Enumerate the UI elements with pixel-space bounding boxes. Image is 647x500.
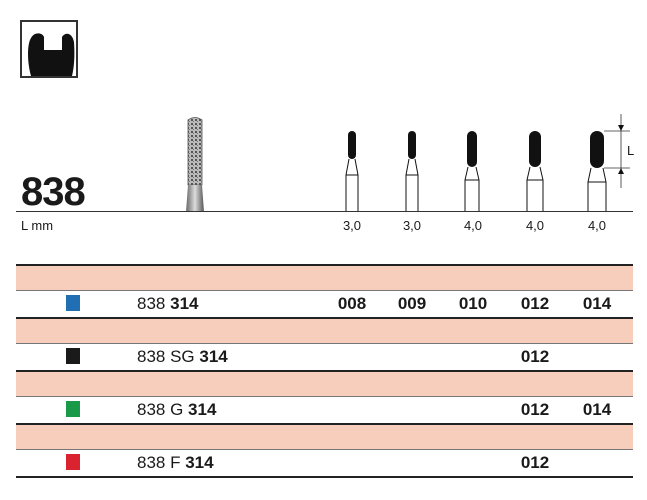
color-code-swatch bbox=[66, 454, 80, 470]
length-value: 4,0 bbox=[463, 218, 483, 233]
row-divider bbox=[16, 317, 633, 319]
bur-drawing-1 bbox=[345, 131, 359, 211]
row-divider bbox=[16, 476, 633, 478]
size-code: 012 bbox=[520, 294, 550, 313]
row-divider bbox=[16, 423, 633, 425]
color-code-swatch bbox=[66, 295, 80, 311]
length-value: 3,0 bbox=[402, 218, 422, 233]
baseline-divider bbox=[16, 211, 633, 212]
row-divider bbox=[16, 370, 633, 372]
size-code: 012 bbox=[520, 347, 550, 366]
bur-drawing-3 bbox=[464, 131, 480, 211]
row-divider bbox=[16, 449, 633, 450]
product-code: 838 SG 314 bbox=[137, 347, 228, 366]
table-row: 838 F 314 012 bbox=[16, 450, 633, 476]
size-code: 009 bbox=[397, 294, 427, 313]
length-value: 4,0 bbox=[525, 218, 545, 233]
bur-drawing-2 bbox=[405, 131, 419, 211]
length-value: 4,0 bbox=[587, 218, 607, 233]
bur-photo bbox=[183, 115, 207, 217]
row-divider bbox=[16, 264, 633, 266]
row-divider bbox=[16, 396, 633, 397]
size-code: 014 bbox=[582, 294, 612, 313]
length-dimension-arrow bbox=[604, 114, 630, 188]
row-band bbox=[16, 319, 633, 343]
table-row: 838 314 008 009 010 012 014 bbox=[16, 291, 633, 317]
model-number: 838 bbox=[21, 170, 86, 214]
bur-drawings bbox=[345, 114, 630, 211]
row-band bbox=[16, 372, 633, 396]
bur-drawing-4 bbox=[526, 131, 544, 211]
table-row: 838 SG 314 012 bbox=[16, 344, 633, 370]
size-code: 012 bbox=[520, 400, 550, 419]
product-code: 838 F 314 bbox=[137, 453, 214, 472]
table-row: 838 G 314 012 014 bbox=[16, 397, 633, 423]
row-divider bbox=[16, 290, 633, 291]
length-unit-label: L mm bbox=[21, 218, 54, 233]
color-code-swatch bbox=[66, 348, 80, 364]
bur-drawing-5 bbox=[587, 131, 607, 211]
size-code: 010 bbox=[458, 294, 488, 313]
tooth-cavity-icon bbox=[28, 33, 75, 76]
color-code-swatch bbox=[66, 401, 80, 417]
size-code: 014 bbox=[582, 400, 612, 419]
tooth-shape-icon bbox=[20, 20, 78, 78]
row-divider bbox=[16, 343, 633, 344]
length-value: 3,0 bbox=[342, 218, 362, 233]
size-code: 008 bbox=[337, 294, 367, 313]
row-band bbox=[16, 425, 633, 449]
row-band bbox=[16, 266, 633, 290]
size-code: 012 bbox=[520, 453, 550, 472]
product-code: 838 314 bbox=[137, 294, 199, 313]
product-code: 838 G 314 bbox=[137, 400, 217, 419]
dimension-label: L bbox=[627, 143, 635, 158]
